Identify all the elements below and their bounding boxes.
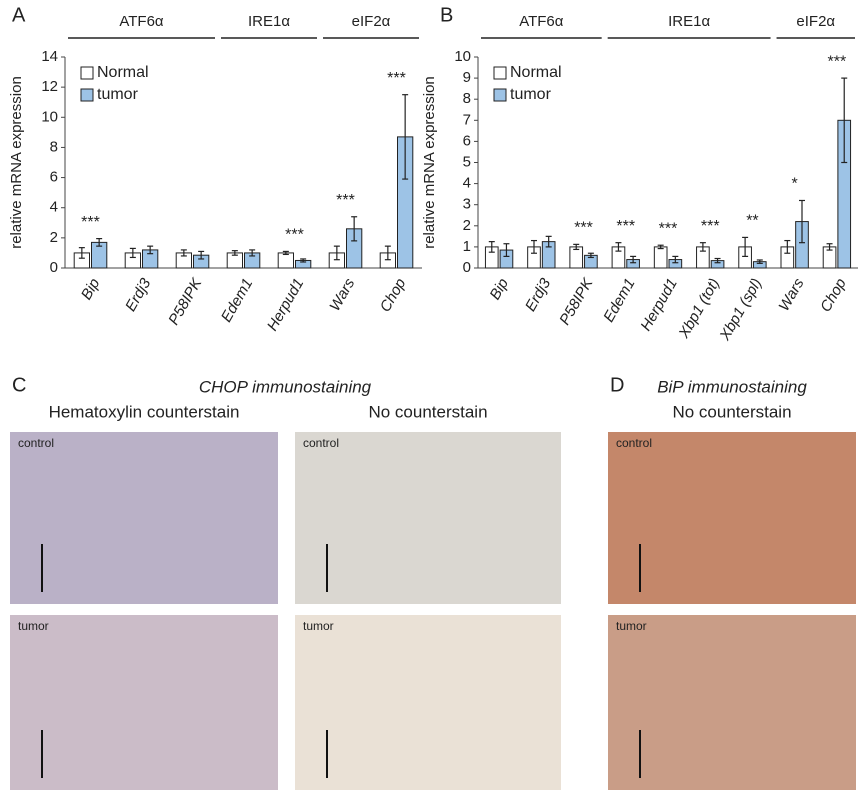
legend-swatch bbox=[493, 66, 507, 80]
x-tick-label: Erdj3 bbox=[122, 275, 155, 314]
legend-swatch bbox=[80, 66, 94, 80]
significance: *** bbox=[574, 220, 593, 237]
y-tick-label: 6 bbox=[463, 132, 471, 149]
micrograph-title: BiP immunostaining bbox=[657, 377, 807, 396]
micrograph bbox=[608, 432, 856, 604]
micrograph-label: control bbox=[616, 436, 652, 450]
x-tick-label: Chop bbox=[817, 275, 850, 315]
y-tick-label: 2 bbox=[463, 217, 471, 234]
significance: *** bbox=[701, 218, 720, 235]
bar bbox=[569, 246, 584, 269]
x-tick-label: Xbp1 (tot) bbox=[675, 275, 723, 341]
micrograph bbox=[10, 615, 278, 790]
y-tick-label: 10 bbox=[454, 48, 471, 65]
group-label: ATF6α bbox=[119, 13, 164, 30]
x-tick-label: Edem1 bbox=[218, 275, 256, 325]
x-tick-label: Edem1 bbox=[600, 275, 638, 325]
y-tick-label: 8 bbox=[50, 138, 58, 155]
micrograph-label: tumor bbox=[616, 619, 647, 633]
group-label: eIF2α bbox=[352, 13, 391, 30]
significance: * bbox=[792, 176, 798, 193]
x-tick-label: Xbp1 (spl) bbox=[716, 275, 765, 344]
group-label: eIF2α bbox=[796, 13, 835, 30]
y-tick-label: 12 bbox=[41, 78, 58, 95]
significance: *** bbox=[285, 227, 304, 244]
y-tick-label: 4 bbox=[50, 199, 58, 216]
micrograph-label: tumor bbox=[303, 619, 334, 633]
group-label: IRE1α bbox=[248, 13, 290, 30]
x-tick-label: Bip bbox=[486, 275, 512, 302]
y-axis-label: relative mRNA expression bbox=[8, 76, 25, 249]
micrograph bbox=[608, 615, 856, 790]
y-tick-label: 4 bbox=[463, 175, 471, 192]
y-tick-label: 0 bbox=[50, 259, 58, 276]
y-tick-label: 6 bbox=[50, 169, 58, 186]
micrograph bbox=[295, 615, 561, 790]
group-label: IRE1α bbox=[668, 13, 710, 30]
micrograph-label: tumor bbox=[18, 619, 49, 633]
significance: *** bbox=[616, 218, 635, 235]
y-tick-label: 10 bbox=[41, 108, 58, 125]
legend-swatch bbox=[493, 88, 507, 102]
legend-label: Normal bbox=[97, 64, 149, 81]
micrograph-title: CHOP immunostaining bbox=[199, 377, 372, 396]
micrograph-subtitle: Hematoxylin counterstain bbox=[49, 402, 240, 421]
panel-label: C bbox=[12, 374, 26, 396]
significance: *** bbox=[81, 214, 100, 231]
x-tick-label: Wars bbox=[775, 275, 807, 314]
y-tick-label: 9 bbox=[463, 69, 471, 86]
legend-label: tumor bbox=[97, 86, 139, 103]
micrograph-label: control bbox=[303, 436, 339, 450]
x-tick-label: P58IPK bbox=[556, 275, 597, 328]
y-tick-label: 0 bbox=[463, 259, 471, 276]
legend-label: Normal bbox=[510, 64, 562, 81]
y-tick-label: 14 bbox=[41, 48, 58, 65]
legend-swatch bbox=[80, 88, 94, 102]
significance: ** bbox=[746, 213, 758, 230]
x-tick-label: Herpud1 bbox=[264, 275, 307, 333]
x-tick-label: Erdj3 bbox=[522, 275, 555, 314]
y-tick-label: 3 bbox=[463, 196, 471, 213]
x-tick-label: Herpud1 bbox=[637, 275, 680, 333]
x-tick-label: Wars bbox=[326, 275, 358, 314]
x-tick-label: P58IPK bbox=[165, 275, 206, 328]
significance: *** bbox=[659, 220, 678, 237]
y-tick-label: 1 bbox=[463, 238, 471, 255]
micrograph bbox=[295, 432, 561, 604]
panel-label: A bbox=[12, 4, 26, 26]
panel-label: D bbox=[610, 374, 624, 396]
x-tick-label: Bip bbox=[78, 275, 104, 302]
panel-label: B bbox=[440, 4, 453, 26]
micrograph-label: control bbox=[18, 436, 54, 450]
bar bbox=[653, 246, 668, 269]
y-tick-label: 8 bbox=[463, 90, 471, 107]
significance: *** bbox=[387, 70, 406, 87]
legend-label: tumor bbox=[510, 86, 552, 103]
group-label: ATF6α bbox=[519, 13, 564, 30]
significance: *** bbox=[336, 192, 355, 209]
bar bbox=[277, 252, 295, 269]
y-axis-label: relative mRNA expression bbox=[421, 76, 438, 249]
micrograph-subtitle: No counterstain bbox=[672, 402, 791, 421]
y-tick-label: 2 bbox=[50, 229, 58, 246]
x-tick-label: Chop bbox=[377, 275, 410, 315]
significance: *** bbox=[828, 53, 847, 70]
y-tick-label: 7 bbox=[463, 111, 471, 128]
y-tick-label: 5 bbox=[463, 153, 471, 170]
micrograph bbox=[10, 432, 278, 604]
micrograph-subtitle: No counterstain bbox=[368, 402, 487, 421]
